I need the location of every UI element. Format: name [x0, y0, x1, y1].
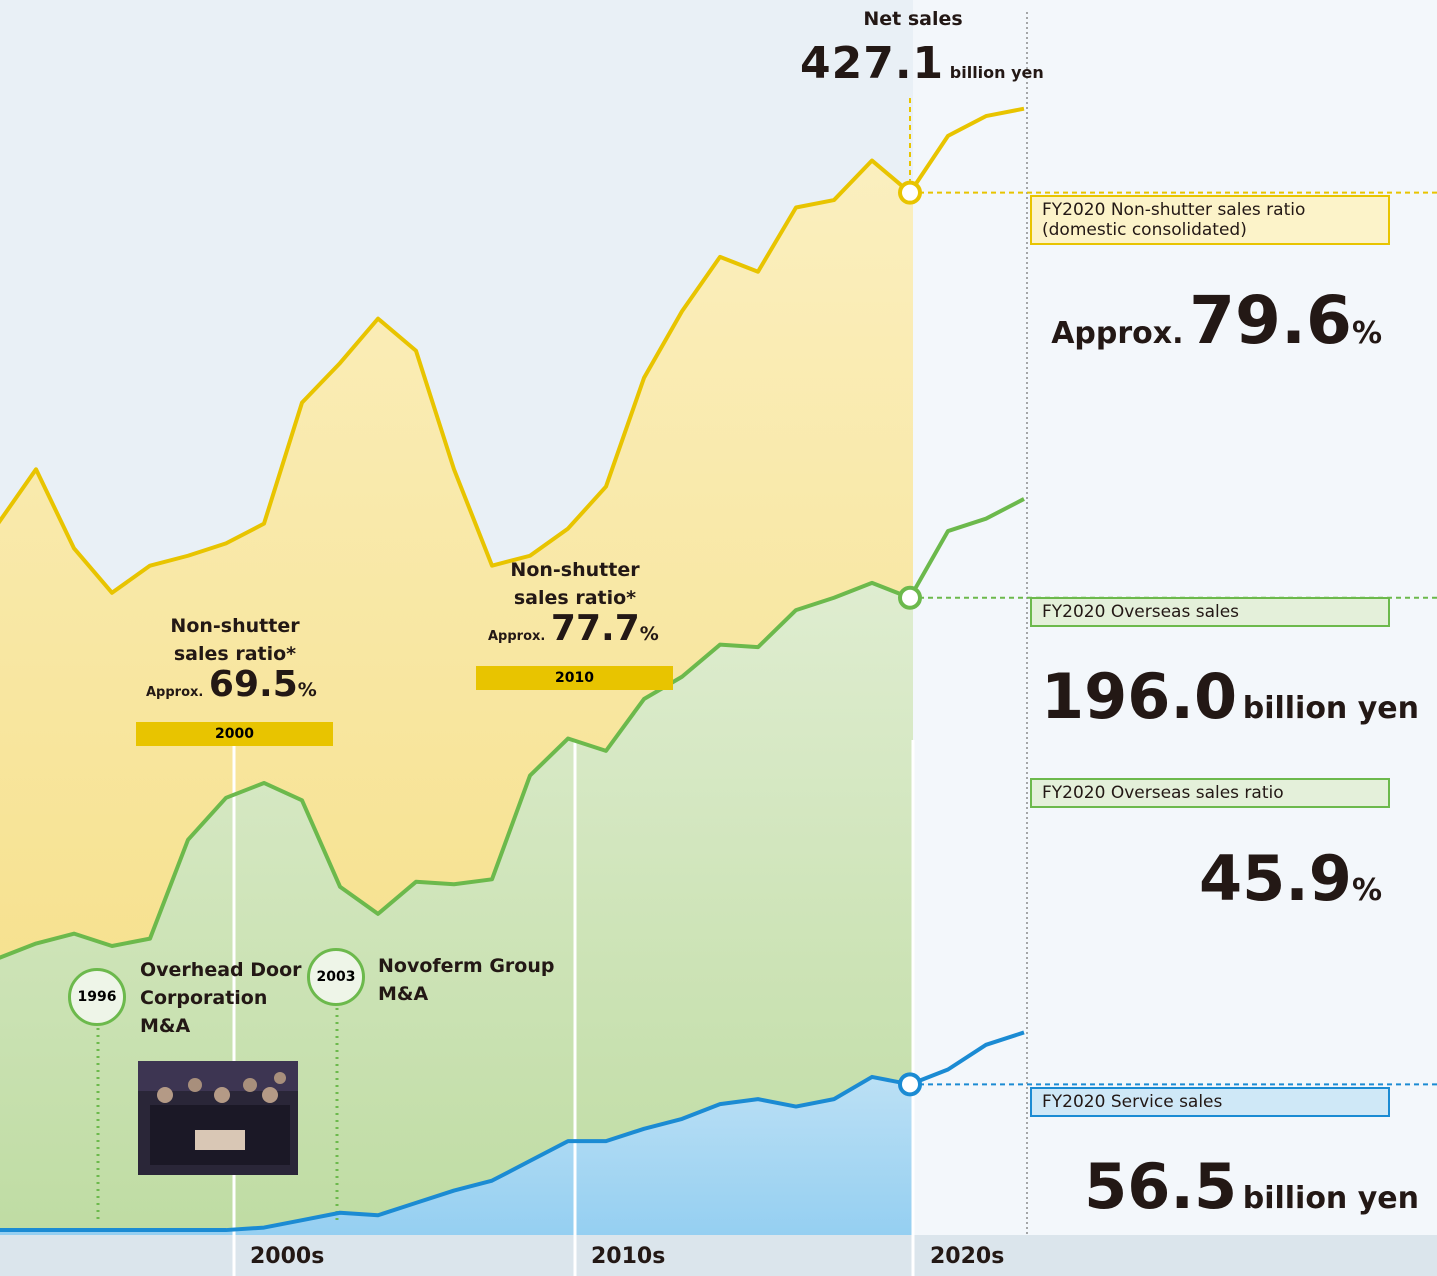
highlight-point — [898, 180, 922, 205]
highlight-point — [898, 585, 922, 610]
decade-label: 2020s — [930, 1244, 1005, 1269]
fy2020-label: FY2020 Overseas sales — [1030, 597, 1390, 627]
area — [0, 1076, 913, 1235]
milestone-label: Overhead Door Corporation M&A — [140, 959, 302, 1037]
fy2020-value: Approx. 79.6% — [1051, 282, 1382, 359]
fy2020-label: FY2020 Non-shutter sales ratio (domestic… — [1030, 195, 1390, 245]
callout-ratio: Approx. 77.7% — [488, 608, 659, 649]
net-sales-unit: billion yen — [949, 63, 1044, 82]
photo — [138, 1061, 298, 1175]
highlight-point — [898, 1072, 922, 1097]
net-sales-label: Net sales — [863, 8, 963, 30]
unit: % — [1351, 873, 1382, 908]
value: 45.9 — [1198, 842, 1352, 915]
prefix: Approx. — [1051, 316, 1184, 351]
fy2020-value: 45.9% — [1199, 842, 1382, 915]
year-tag: 2000 — [136, 722, 333, 746]
value: 56.5 — [1084, 1150, 1238, 1223]
callout-title: Non-shutter sales ratio* — [510, 559, 640, 609]
fy2020-value: 196.0 billion yen — [1041, 660, 1419, 733]
series-line — [0, 106, 1025, 595]
milestone-label: Novoferm Group M&A — [378, 955, 555, 1005]
milestone-year: 1996 — [68, 968, 126, 1026]
unit: billion yen — [1242, 691, 1419, 726]
net-sales-value: 427.1 — [800, 38, 945, 89]
callout-title: Non-shutter sales ratio* — [170, 615, 300, 665]
value: 79.6 — [1189, 282, 1352, 359]
prefix: Approx. — [146, 685, 204, 700]
unit: billion yen — [1242, 1181, 1419, 1216]
prefix: Approx. — [488, 629, 546, 644]
value: 77.7 — [550, 608, 640, 649]
series-line — [0, 1030, 1025, 1233]
fy2020-label: FY2020 Overseas sales ratio — [1030, 778, 1390, 808]
net-sales: 427.1 billion yen — [800, 38, 1044, 89]
decade-label: 2000s — [250, 1244, 325, 1269]
value: 69.5 — [208, 664, 298, 705]
series-line — [0, 497, 1025, 960]
fy2020-label: FY2020 Service sales — [1030, 1087, 1390, 1117]
value: 196.0 — [1041, 660, 1238, 733]
unit: % — [297, 679, 317, 701]
year-tag: 2010 — [476, 666, 673, 690]
unit: % — [639, 623, 659, 645]
fy2020-value: 56.5 billion yen — [1084, 1150, 1419, 1223]
callout-ratio: Approx. 69.5% — [146, 664, 317, 705]
unit: % — [1351, 316, 1382, 351]
milestone-year: 2003 — [307, 948, 365, 1006]
decade-label: 2010s — [591, 1244, 666, 1269]
axis-band — [0, 1235, 1437, 1276]
